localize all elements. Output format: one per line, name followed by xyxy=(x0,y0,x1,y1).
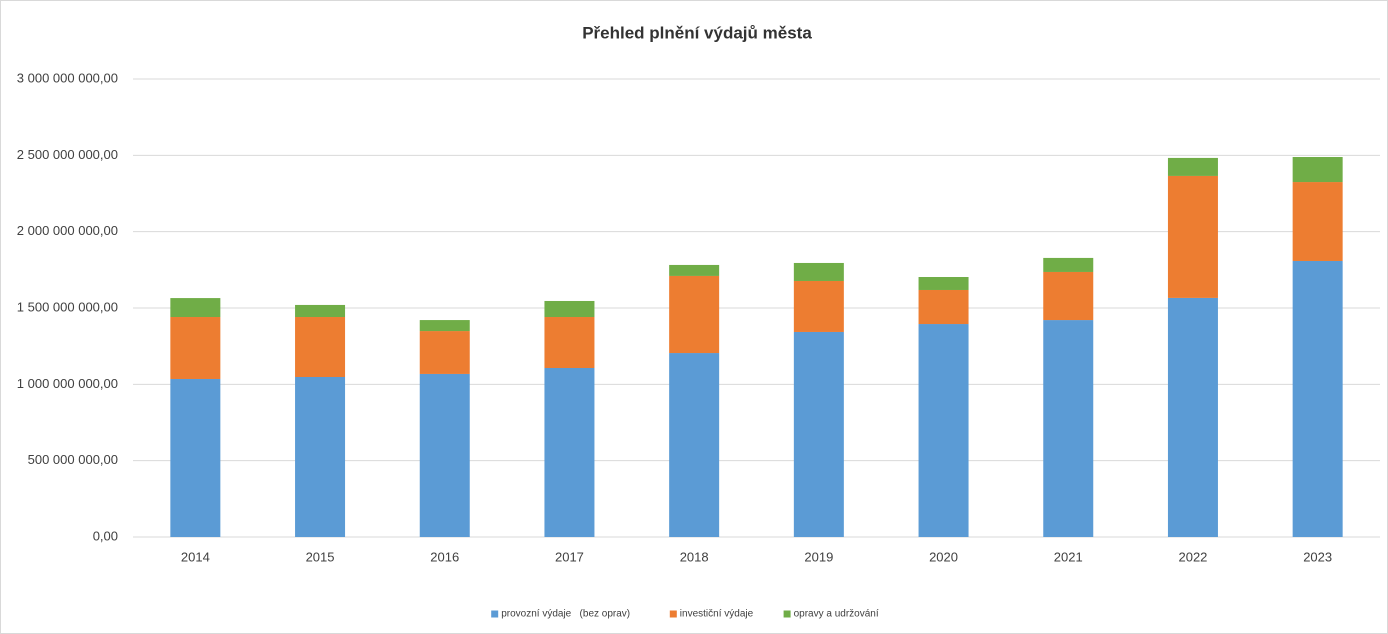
bar-segment xyxy=(295,377,346,537)
bar-segment xyxy=(419,331,470,374)
bar-segment xyxy=(170,298,221,318)
bar-segment xyxy=(1043,257,1094,272)
x-tick-label: 2020 xyxy=(929,549,958,564)
bar-segment xyxy=(419,320,470,332)
chart-title: Přehled plnění výdajů města xyxy=(582,23,812,42)
x-tick-label: 2022 xyxy=(1178,549,1207,564)
x-tick-label: 2021 xyxy=(1054,549,1083,564)
bar-segment xyxy=(419,373,470,537)
bar-segment xyxy=(793,280,844,332)
legend-swatch xyxy=(783,610,791,618)
bar-segment xyxy=(1167,297,1218,537)
legend-label: opravy a udržování xyxy=(794,609,879,620)
bar-segment xyxy=(793,331,844,537)
x-tick-label: 2019 xyxy=(804,549,833,564)
legend-label: provozní výdaje (bez oprav) xyxy=(501,609,630,620)
bar-segment xyxy=(918,324,969,537)
bar-segment xyxy=(918,289,969,325)
y-tick-label: 1 000 000 000,00 xyxy=(17,376,118,391)
y-tick-label: 500 000 000,00 xyxy=(28,452,118,467)
bar-segment xyxy=(669,264,720,276)
bar-segment xyxy=(669,275,720,354)
bar-segment xyxy=(544,300,595,318)
bar-segment xyxy=(170,378,221,537)
bar-segment xyxy=(544,367,595,537)
bar-segment xyxy=(918,277,969,290)
x-tick-label: 2018 xyxy=(680,549,709,564)
bar-segment xyxy=(1043,271,1094,321)
legend-swatch xyxy=(669,610,677,618)
bar-segment xyxy=(793,262,844,281)
bar-segment xyxy=(669,353,720,537)
bar-segment xyxy=(1043,320,1094,537)
y-tick-label: 2 500 000 000,00 xyxy=(17,147,118,162)
x-tick-label: 2014 xyxy=(181,549,210,564)
y-tick-label: 1 500 000 000,00 xyxy=(17,299,118,314)
bar-segment xyxy=(1167,157,1218,176)
bar-segment xyxy=(544,317,595,368)
legend-swatch xyxy=(491,610,499,618)
x-tick-label: 2016 xyxy=(430,549,459,564)
y-tick-label: 3 000 000 000,00 xyxy=(17,70,118,85)
bar-segment xyxy=(1292,182,1343,261)
bar-segment xyxy=(295,317,346,378)
bar-segment xyxy=(295,304,346,318)
bar-segment xyxy=(1292,260,1343,537)
x-tick-label: 2017 xyxy=(555,549,584,564)
x-tick-label: 2015 xyxy=(306,549,335,564)
y-tick-label: 0,00 xyxy=(93,528,118,543)
legend-label: investiční výdaje xyxy=(680,609,754,620)
y-tick-label: 2 000 000 000,00 xyxy=(17,223,118,238)
bar-segment xyxy=(1292,157,1343,183)
x-tick-label: 2023 xyxy=(1303,549,1332,564)
bar-segment xyxy=(170,317,221,379)
bar-segment xyxy=(1167,175,1218,298)
